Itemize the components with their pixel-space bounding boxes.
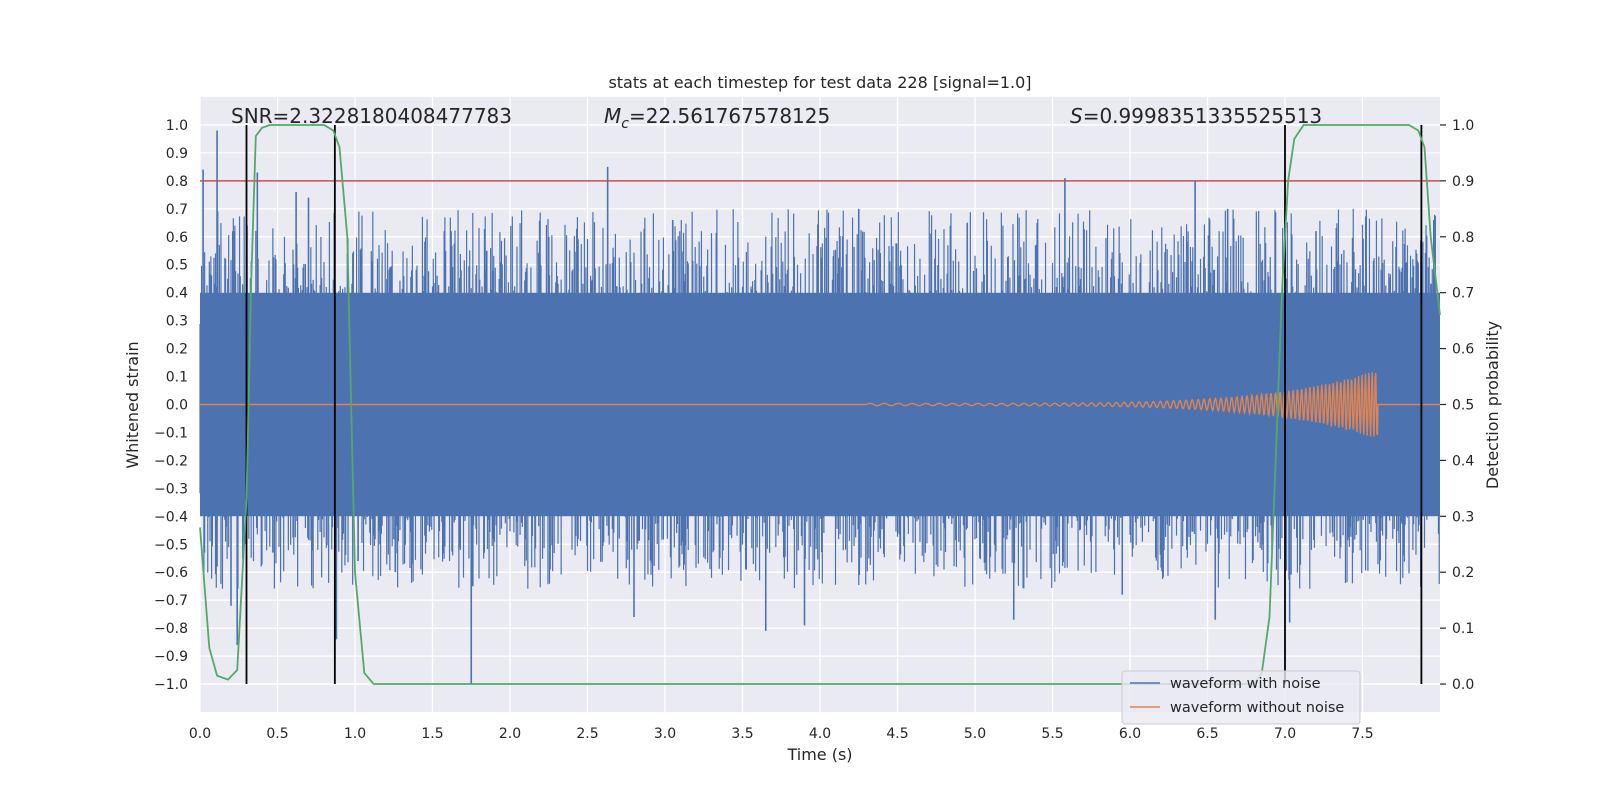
- chart-title: stats at each timestep for test data 228…: [608, 73, 1031, 92]
- x-tick-label: 1.0: [344, 726, 366, 742]
- y-tick-label: 0.8: [166, 174, 188, 190]
- vertical-markers: [245, 124, 1423, 685]
- x-tick-label: 2.0: [499, 726, 521, 742]
- y-tick-label: 0.2: [166, 342, 188, 358]
- annotations: SNR=2.3228180408477783 Mc=22.56176757812…: [231, 104, 1322, 132]
- mc-symbol: M: [604, 104, 621, 128]
- y-tick-label: −0.6: [154, 565, 188, 581]
- y-axis-label: Whitened strain: [123, 341, 142, 468]
- snr-annotation: SNR=2.3228180408477783: [231, 104, 512, 128]
- y-tick-label: −0.4: [154, 509, 188, 525]
- y2-tick-label: 0.6: [1452, 342, 1474, 358]
- y2-tick-label: 0.4: [1452, 453, 1474, 469]
- y-tick-label: 0.6: [166, 230, 188, 246]
- x-tick-label: 5.5: [1041, 726, 1063, 742]
- y2-tick-label: 0.8: [1452, 230, 1474, 246]
- y-tick-label: −0.9: [154, 649, 188, 665]
- y-tick-label: −0.2: [154, 453, 188, 469]
- y2-tick-label: 1.0: [1452, 118, 1474, 134]
- x-tick-label: 3.5: [731, 726, 753, 742]
- mc-subscript: c: [621, 116, 629, 132]
- x-tick-label: 6.0: [1119, 726, 1141, 742]
- s-symbol: S: [1070, 104, 1083, 128]
- y-tick-label: 0.1: [166, 370, 188, 386]
- x-tick-label: 1.5: [421, 726, 443, 742]
- mc-annotation: Mc=22.561767578125: [604, 104, 830, 132]
- x-tick-label: 0.0: [189, 726, 211, 742]
- y2-tick-label: 0.2: [1452, 565, 1474, 581]
- y-tick-label: 0.7: [166, 202, 188, 218]
- y2-axis-label: Detection probability: [1483, 321, 1502, 489]
- x-tick-label: 4.5: [886, 726, 908, 742]
- x-tick-label: 3.0: [654, 726, 676, 742]
- signal-series-line: [200, 372, 1440, 437]
- x-tick-label: 0.5: [266, 726, 288, 742]
- y-tick-label: −1.0: [154, 677, 188, 693]
- y-tick-label: −0.1: [154, 425, 188, 441]
- y2-tick-label: 0.1: [1452, 621, 1474, 637]
- y2-tick-label: 0.7: [1452, 286, 1474, 302]
- y-tick-label: 0.5: [166, 258, 188, 274]
- y-tick-label: 0.0: [166, 398, 188, 414]
- y-tick-label: −0.7: [154, 593, 188, 609]
- legend-label-noise: waveform with noise: [1170, 676, 1321, 692]
- x-tick-label: 4.0: [809, 726, 831, 742]
- x-tick-label: 5.0: [964, 726, 986, 742]
- y-tick-label: −0.3: [154, 481, 188, 497]
- y-axis-ticks: −1.0 −0.9 −0.8 −0.7 −0.6 −0.5 −0.4 −0.3 −0.2 −0.1…: [154, 118, 188, 693]
- y-tick-label: 0.4: [166, 286, 188, 302]
- s-value: =0.9998351335525513: [1083, 104, 1322, 128]
- x-tick-label: 7.5: [1351, 726, 1373, 742]
- noise-peaks: [199, 130, 1440, 685]
- legend-label-signal: waveform without noise: [1170, 700, 1344, 716]
- y2-tick-label: 0.5: [1452, 398, 1474, 414]
- x-tick-label: 2.5: [576, 726, 598, 742]
- x-axis-label: Time (s): [786, 745, 852, 764]
- mc-value: =22.561767578125: [629, 104, 830, 128]
- y2-tick-label: 0.0: [1452, 677, 1474, 693]
- y2-axis-ticks: 0.0 0.1 0.2 0.3 0.4 0.5 0.6 0.7 0.8 0.9 1.0: [1440, 118, 1474, 693]
- y-tick-label: 0.9: [166, 146, 188, 162]
- x-tick-label: 6.5: [1196, 726, 1218, 742]
- y2-tick-label: 0.3: [1452, 509, 1474, 525]
- y-tick-label: 1.0: [166, 118, 188, 134]
- x-axis-ticks: 0.0 0.5 1.0 1.5 2.0 2.5 3.0 3.5 4.0 4.5 5.0 5.5 6.0 6…: [189, 726, 1374, 742]
- y-tick-label: 0.3: [166, 314, 188, 330]
- y2-tick-label: 0.9: [1452, 174, 1474, 190]
- x-tick-label: 7.0: [1274, 726, 1296, 742]
- legend-box: [1121, 670, 1361, 725]
- probability-series-line: [199, 124, 1441, 685]
- y-tick-label: −0.8: [154, 621, 188, 637]
- s-annotation: S=0.9998351335525513: [1070, 104, 1322, 128]
- legend: waveform with noise waveform without noi…: [1121, 670, 1361, 725]
- y-tick-label: −0.5: [154, 537, 188, 553]
